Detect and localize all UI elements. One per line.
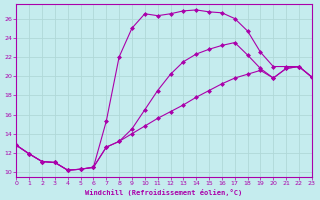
- X-axis label: Windchill (Refroidissement éolien,°C): Windchill (Refroidissement éolien,°C): [85, 189, 243, 196]
